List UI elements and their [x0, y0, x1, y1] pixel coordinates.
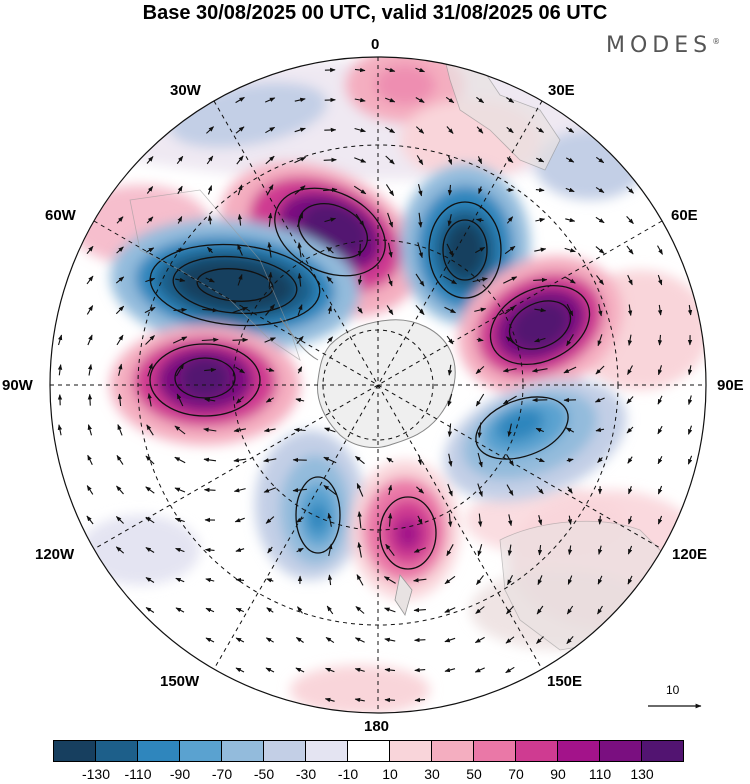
- colorbar-tick-label: -110: [125, 766, 152, 782]
- colorbar-swatch: [431, 740, 474, 762]
- colorbar-ticks: -130 -110 -90 -70 -50 -30 -10 10 30 50 70 90 110 130: [0, 766, 750, 784]
- colorbar-tick-label: 110: [589, 766, 611, 782]
- lon-label-90w: 90W: [2, 377, 33, 394]
- wind-arrow: [360, 244, 361, 256]
- lon-label-120e: 120E: [672, 546, 707, 563]
- reference-vector-label: 10: [666, 683, 679, 697]
- colorbar-swatch: [389, 740, 432, 762]
- lon-label-120w: 120W: [35, 546, 74, 563]
- colorbar-tick-label: -70: [212, 766, 232, 782]
- colorbar-tick-label: -50: [254, 766, 274, 782]
- wind-arrow: [90, 394, 91, 405]
- colorbar-swatch: [515, 740, 558, 762]
- colorbar-swatch: [95, 740, 138, 762]
- lon-label-150e: 150E: [547, 673, 582, 690]
- colorbar-tick-label: 50: [466, 766, 482, 782]
- lon-label-150w: 150W: [160, 673, 199, 690]
- lon-label-30e: 30E: [548, 82, 575, 99]
- colorbar-tick-label: 30: [424, 766, 440, 782]
- wind-arrow: [205, 490, 216, 491]
- wind-arrow: [385, 700, 395, 701]
- map-disk: [48, 40, 710, 715]
- colorbar-swatch: [641, 740, 684, 762]
- polar-map: [0, 0, 750, 740]
- colorbar-tick-label: 10: [382, 766, 398, 782]
- colorbar-tick-label: 90: [550, 766, 566, 782]
- colorbar: [54, 740, 684, 762]
- colorbar-tick-label: -130: [82, 766, 110, 782]
- colorbar-swatch: [179, 740, 222, 762]
- lon-label-60e: 60E: [671, 207, 698, 224]
- lon-label-90e: 90E: [717, 377, 744, 394]
- colorbar-tick-label: 130: [630, 766, 653, 782]
- wind-arrow: [324, 160, 337, 161]
- colorbar-tick-label: 70: [508, 766, 524, 782]
- colorbar-swatch: [599, 740, 642, 762]
- colorbar-swatch: [473, 740, 516, 762]
- lon-label-180: 180: [364, 718, 389, 735]
- colorbar-swatch: [221, 740, 264, 762]
- colorbar-swatch: [305, 740, 348, 762]
- colorbar-swatch: [557, 740, 600, 762]
- wind-arrow: [233, 340, 248, 341]
- colorbar-tick-label: -10: [338, 766, 358, 782]
- colorbar-swatch: [347, 740, 390, 762]
- colorbar-tick-label: -30: [296, 766, 316, 782]
- lon-label-60w: 60W: [45, 207, 76, 224]
- lon-label-0: 0: [371, 36, 379, 53]
- colorbar-swatch: [263, 740, 306, 762]
- colorbar-tick-label: -90: [170, 766, 190, 782]
- lon-label-30w: 30W: [170, 82, 201, 99]
- colorbar-swatch: [137, 740, 180, 762]
- wind-arrow: [415, 640, 426, 641]
- colorbar-swatch: [53, 740, 96, 762]
